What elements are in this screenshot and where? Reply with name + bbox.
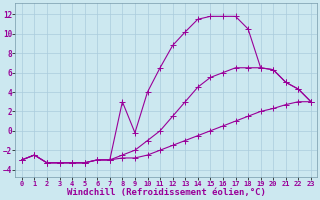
X-axis label: Windchill (Refroidissement éolien,°C): Windchill (Refroidissement éolien,°C) bbox=[67, 188, 266, 197]
